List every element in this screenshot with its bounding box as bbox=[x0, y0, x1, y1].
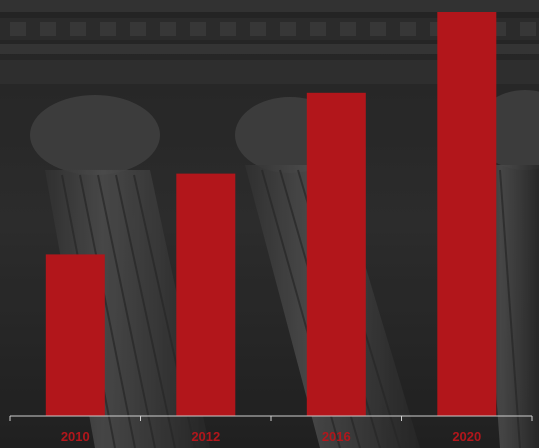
x-tick-label-2016: 2016 bbox=[322, 429, 351, 444]
x-tick-label-2020: 2020 bbox=[452, 429, 481, 444]
bar-2020 bbox=[437, 12, 497, 416]
x-tick-label-2010: 2010 bbox=[61, 429, 90, 444]
bar-2016 bbox=[306, 92, 366, 417]
x-axis-ticks bbox=[9, 416, 533, 421]
bar-2010 bbox=[45, 254, 105, 416]
x-axis-tick-labels: 2010 2012 2016 2020 bbox=[61, 429, 481, 444]
x-tick-label-2012: 2012 bbox=[191, 429, 220, 444]
bars-group bbox=[45, 12, 497, 417]
bar-2012 bbox=[176, 173, 236, 416]
